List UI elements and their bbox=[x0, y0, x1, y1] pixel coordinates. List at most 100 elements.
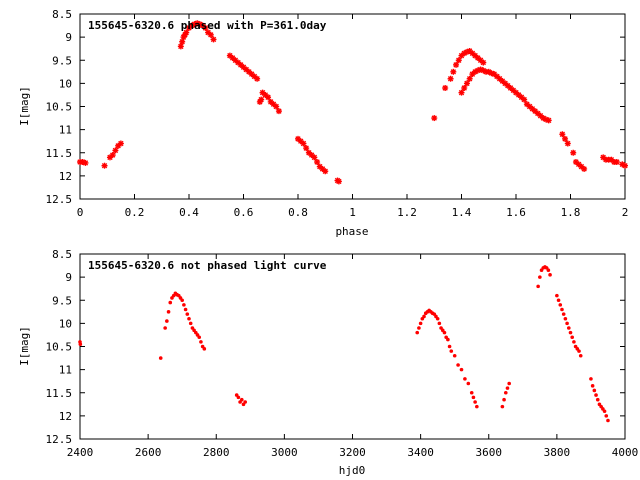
data-point bbox=[577, 349, 581, 353]
y-tick-label: 10 bbox=[59, 317, 72, 330]
data-point bbox=[613, 159, 620, 165]
x-tick-label: 1.2 bbox=[397, 206, 417, 219]
y-tick-label: 9.5 bbox=[52, 294, 72, 307]
data-point bbox=[236, 395, 241, 400]
data-point bbox=[82, 159, 89, 166]
unphased-xlabel: hjd0 bbox=[339, 464, 366, 477]
x-tick-label: 3400 bbox=[407, 446, 434, 459]
data-point bbox=[183, 307, 188, 312]
data-point bbox=[322, 168, 329, 175]
y-tick-label: 8.5 bbox=[52, 8, 72, 21]
data-point bbox=[449, 349, 454, 353]
data-point bbox=[453, 61, 460, 68]
data-point bbox=[562, 135, 569, 142]
unphased-data-points bbox=[78, 265, 610, 423]
x-tick-label: 0.2 bbox=[125, 206, 145, 219]
data-point bbox=[568, 330, 573, 335]
data-point bbox=[431, 115, 438, 122]
data-point bbox=[466, 75, 473, 82]
y-tick-label: 11 bbox=[59, 364, 72, 377]
y-tick-label: 10.5 bbox=[46, 101, 73, 114]
phased-xlabel: phase bbox=[335, 225, 368, 238]
x-tick-label: 3600 bbox=[476, 446, 503, 459]
data-point bbox=[199, 340, 203, 344]
x-tick-label: 0.6 bbox=[234, 206, 254, 219]
data-point bbox=[186, 24, 192, 31]
data-point bbox=[435, 316, 440, 321]
data-point bbox=[473, 400, 477, 404]
data-point bbox=[258, 96, 265, 103]
data-point bbox=[594, 393, 598, 397]
data-point bbox=[590, 384, 595, 388]
data-point bbox=[560, 307, 564, 312]
y-tick-label: 11.5 bbox=[46, 147, 73, 160]
unphased-y-tick-labels: 8.5 9 9.5 10 10.5 11 11.5 12 12.5 bbox=[46, 248, 73, 446]
x-tick-label: 1.6 bbox=[506, 206, 526, 219]
data-point bbox=[78, 342, 83, 346]
x-tick-label: 2800 bbox=[203, 446, 230, 459]
y-tick-label: 10.5 bbox=[46, 341, 73, 354]
data-point bbox=[456, 363, 460, 367]
x-tick-label: 2400 bbox=[67, 446, 94, 459]
data-point bbox=[595, 397, 600, 402]
data-point bbox=[165, 319, 169, 323]
data-point bbox=[452, 353, 457, 358]
data-point bbox=[447, 75, 454, 82]
data-point bbox=[558, 303, 563, 307]
data-point bbox=[466, 381, 471, 386]
data-point bbox=[503, 390, 508, 395]
x-tick-label: 0.4 bbox=[179, 206, 199, 219]
phased-y-tick-labels: 8.5 9 9.5 10 10.5 11 11.5 12 12.5 bbox=[46, 8, 73, 206]
y-tick-label: 9.5 bbox=[52, 54, 72, 67]
data-point bbox=[604, 414, 609, 418]
x-tick-label: 1.4 bbox=[452, 206, 472, 219]
y-tick-label: 12.5 bbox=[46, 433, 73, 446]
data-point bbox=[570, 149, 577, 156]
data-point bbox=[418, 321, 423, 326]
data-point bbox=[446, 337, 450, 342]
data-point bbox=[572, 340, 576, 344]
data-point bbox=[548, 273, 552, 277]
data-point bbox=[578, 353, 583, 358]
data-point bbox=[566, 326, 571, 330]
y-tick-label: 11 bbox=[59, 124, 72, 137]
data-point bbox=[273, 103, 280, 110]
data-point bbox=[187, 316, 191, 321]
x-tick-label: 2600 bbox=[135, 446, 162, 459]
data-point bbox=[564, 140, 571, 147]
y-tick-label: 10 bbox=[59, 77, 72, 90]
data-point bbox=[545, 117, 552, 124]
data-point bbox=[188, 321, 193, 326]
data-point bbox=[559, 131, 566, 138]
y-tick-label: 12 bbox=[59, 170, 72, 183]
y-tick-label: 9 bbox=[65, 271, 72, 284]
phased-title: 155645-6320.6 phased with P=361.0day bbox=[88, 19, 327, 32]
data-point bbox=[475, 404, 479, 409]
data-point bbox=[463, 377, 467, 381]
data-point bbox=[109, 152, 116, 159]
data-point bbox=[417, 326, 421, 330]
data-point bbox=[458, 89, 465, 96]
data-point bbox=[521, 96, 528, 103]
data-point bbox=[455, 57, 462, 64]
data-point bbox=[561, 312, 566, 316]
data-point bbox=[563, 316, 568, 321]
unphased-x-tick-labels: 2400 2600 2800 3000 3200 3400 3600 3800 4000 bbox=[67, 446, 639, 459]
data-point bbox=[500, 404, 505, 409]
x-tick-label: 3200 bbox=[339, 446, 366, 459]
data-point bbox=[565, 321, 569, 326]
data-point bbox=[207, 31, 214, 38]
data-point bbox=[507, 381, 511, 386]
data-point bbox=[163, 326, 167, 330]
data-point bbox=[239, 397, 244, 402]
data-point bbox=[538, 275, 542, 279]
x-tick-label: 0 bbox=[77, 206, 84, 219]
data-point bbox=[442, 85, 449, 91]
data-point bbox=[303, 145, 310, 152]
data-point bbox=[536, 284, 540, 289]
data-point bbox=[177, 43, 184, 50]
data-point bbox=[469, 390, 474, 395]
data-point bbox=[589, 377, 593, 381]
y-tick-label: 12.5 bbox=[46, 193, 73, 206]
